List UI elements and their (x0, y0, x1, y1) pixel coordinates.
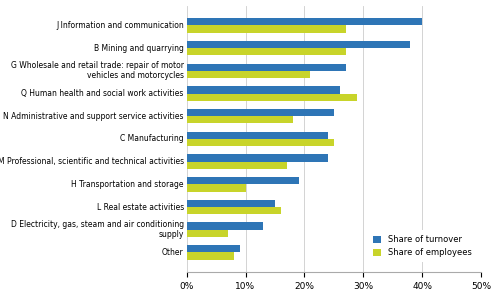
Bar (187, 184, 246, 191)
Bar (187, 223, 263, 230)
Bar (187, 86, 340, 94)
Bar (187, 63, 346, 71)
Bar (187, 252, 234, 260)
Bar (187, 154, 328, 162)
Bar (187, 132, 328, 139)
Bar (187, 48, 346, 55)
Bar (187, 18, 422, 25)
Bar (187, 116, 293, 124)
Bar (187, 230, 228, 237)
Bar (187, 245, 240, 252)
Bar (187, 177, 299, 184)
Bar (187, 162, 287, 169)
Bar (187, 139, 334, 146)
Legend: Share of turnover, Share of employees: Share of turnover, Share of employees (368, 230, 477, 262)
Bar (187, 71, 310, 78)
Bar (187, 25, 346, 33)
Bar (187, 41, 410, 48)
Bar (187, 200, 275, 207)
Bar (187, 109, 334, 116)
Bar (187, 94, 357, 101)
Bar (187, 207, 281, 214)
